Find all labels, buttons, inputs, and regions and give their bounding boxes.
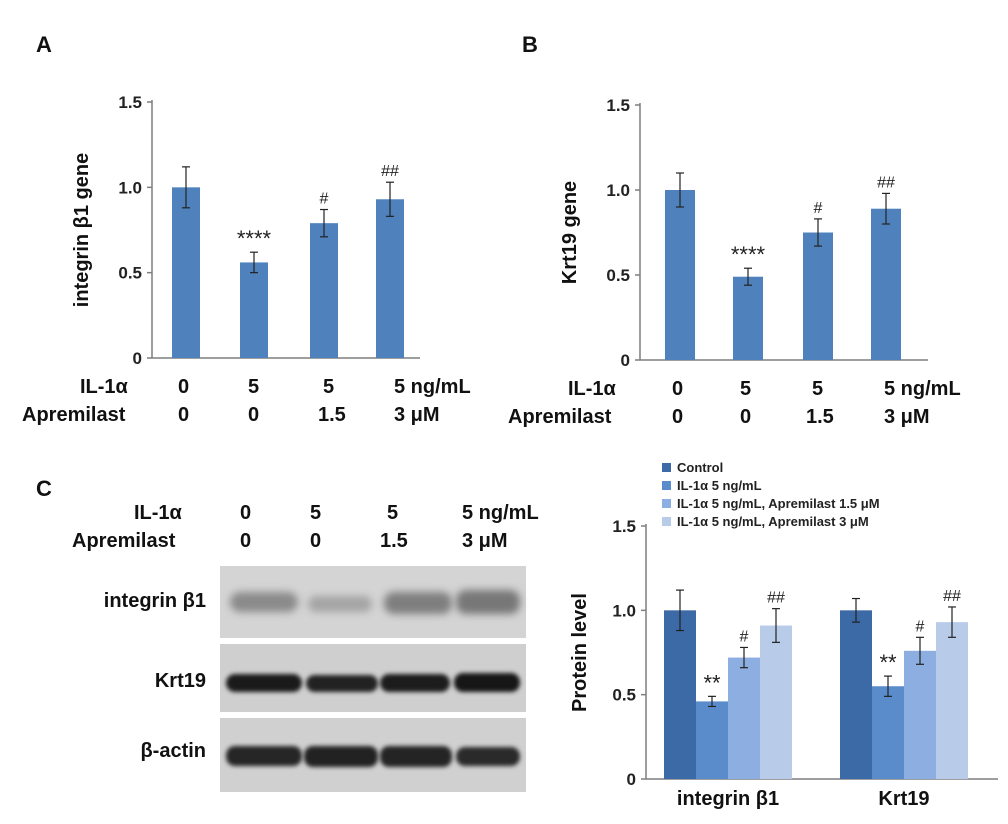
- blot-image-integrin: [220, 566, 526, 638]
- blot-image-krt19: [220, 644, 526, 712]
- condition-il-value-b-4: 5 ng/mL: [884, 378, 961, 400]
- bar: [803, 232, 833, 360]
- y-tick-label: 0.5: [612, 686, 636, 705]
- significance-label: ##: [381, 163, 399, 180]
- condition-il-value-c-3: 5: [387, 502, 399, 524]
- condition-apr-value-b-4: 3 μM: [884, 406, 930, 428]
- condition-apr-value-a-4: 3 μM: [394, 404, 440, 426]
- bar: [904, 650, 936, 779]
- bar: [936, 622, 968, 779]
- condition-il-value-c-4: 5 ng/mL: [462, 502, 539, 524]
- condition-apr-value-b-2: 0: [740, 406, 752, 428]
- bar: [376, 199, 404, 358]
- y-axis-label: integrin β1 gene: [71, 153, 93, 307]
- bar: [310, 223, 338, 358]
- panel-label-a: A: [36, 32, 52, 57]
- condition-apr-value-c-1: 0: [240, 530, 252, 552]
- bar: [172, 187, 200, 358]
- condition-apremilast-label-b: Apremilast: [508, 406, 612, 428]
- condition-il1a-label-a: IL-1α: [80, 376, 128, 398]
- legend-swatch: [662, 517, 671, 526]
- condition-il-value-c-1: 0: [240, 502, 252, 524]
- y-tick-label: 1.5: [612, 517, 636, 536]
- condition-apremilast-label-c: Apremilast: [72, 530, 176, 552]
- significance-label: ##: [943, 588, 961, 605]
- blot-image-beta-actin: [220, 718, 526, 792]
- y-tick-label: 0.5: [606, 266, 630, 285]
- y-axis-label: Protein level: [569, 593, 591, 712]
- x-category-label: Krt19: [878, 788, 929, 810]
- bar: [665, 190, 695, 360]
- y-axis-label: Krt19 gene: [559, 181, 581, 284]
- y-tick-label: 0: [133, 349, 142, 368]
- condition-apr-value-a-3: 1.5: [318, 404, 346, 426]
- condition-il1a-label-b: IL-1α: [568, 378, 616, 400]
- significance-label: #: [814, 200, 823, 217]
- bar: [664, 610, 696, 779]
- condition-apr-value-a-2: 0: [248, 404, 260, 426]
- significance-label: ****: [731, 242, 766, 267]
- blot-label-integrin: integrin β1: [103, 590, 206, 612]
- legend-label: IL-1α 5 ng/mL, Apremilast 1.5 μM: [677, 496, 880, 511]
- legend-swatch: [662, 481, 671, 490]
- significance-label: #: [740, 628, 749, 645]
- bar: [728, 657, 760, 779]
- bar: [840, 610, 872, 779]
- condition-apremilast-label-a: Apremilast: [22, 404, 126, 426]
- y-tick-label: 1.5: [118, 93, 142, 112]
- blot-label-krt19: Krt19: [154, 670, 206, 692]
- y-tick-label: 1.0: [606, 181, 630, 200]
- condition-apr-value-c-4: 3 μM: [462, 530, 508, 552]
- y-tick-label: 1.5: [606, 96, 630, 115]
- significance-label: ****: [237, 226, 272, 251]
- significance-label: #: [916, 618, 925, 635]
- legend-label: IL-1α 5 ng/mL, Apremilast 3 μM: [677, 514, 869, 529]
- significance-label: ##: [767, 590, 785, 607]
- y-tick-label: 0: [627, 770, 636, 789]
- legend-label: IL-1α 5 ng/mL: [677, 478, 762, 493]
- y-tick-label: 1.0: [118, 178, 142, 197]
- bar: [733, 276, 763, 360]
- condition-apr-value-b-3: 1.5: [806, 406, 834, 428]
- condition-il-value-b-1: 0: [672, 378, 684, 400]
- significance-label: ##: [877, 174, 895, 191]
- significance-label: **: [879, 650, 897, 675]
- condition-il-value-a-1: 0: [178, 376, 190, 398]
- bar: [696, 701, 728, 779]
- y-tick-label: 1.0: [612, 601, 636, 620]
- significance-label: #: [320, 191, 329, 208]
- bar: [871, 208, 901, 360]
- condition-apr-value-a-1: 0: [178, 404, 190, 426]
- chart-c: Control IL-1α 5 ng/mL IL-1α 5 ng/mL, Aprem…: [569, 460, 998, 810]
- significance-label: **: [703, 670, 721, 695]
- condition-il-value-b-3: 5: [812, 378, 824, 400]
- blot-label-beta-actin: β-actin: [140, 740, 206, 762]
- condition-il-value-a-2: 5: [248, 376, 260, 398]
- panel-label-c: C: [36, 476, 52, 501]
- condition-il-value-a-3: 5: [323, 376, 335, 398]
- panel-label-b: B: [522, 32, 538, 57]
- condition-il-value-a-4: 5 ng/mL: [394, 376, 471, 398]
- legend-swatch: [662, 463, 671, 472]
- legend-swatch: [662, 499, 671, 508]
- bar: [760, 625, 792, 779]
- y-tick-label: 0.5: [118, 264, 142, 283]
- condition-il-value-c-2: 5: [310, 502, 322, 524]
- x-category-label: integrin β1: [677, 788, 779, 810]
- condition-il1a-label-c: IL-1α: [134, 502, 182, 524]
- bar: [240, 262, 268, 358]
- condition-apr-value-c-2: 0: [310, 530, 322, 552]
- condition-apr-value-c-3: 1.5: [380, 530, 408, 552]
- condition-il-value-b-2: 5: [740, 378, 752, 400]
- condition-apr-value-b-1: 0: [672, 406, 684, 428]
- y-tick-label: 0: [621, 351, 630, 370]
- legend-label: Control: [677, 460, 723, 475]
- bar: [872, 686, 904, 779]
